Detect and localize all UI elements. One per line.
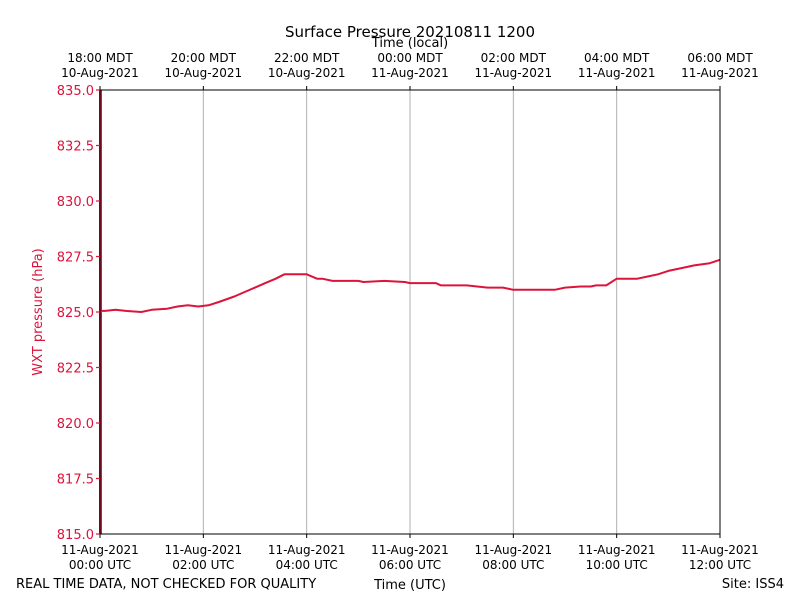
- xtick-top-time-3: 00:00 MDT: [377, 51, 443, 65]
- y-axis: 815.0 817.5 820.0 822.5 825.0 827.5 830.0 832.5…: [57, 84, 100, 543]
- xtick-top-date-5: 11-Aug-2021: [578, 66, 656, 80]
- xtick-top-date-6: 11-Aug-2021: [681, 66, 759, 80]
- ytick-label-6: 830.0: [57, 195, 94, 210]
- site-label: Site: ISS4: [722, 577, 784, 592]
- xtick-top-date-2: 10-Aug-2021: [268, 66, 346, 80]
- xtick-top-time-6: 06:00 MDT: [687, 51, 753, 65]
- xtick-top-time-2: 22:00 MDT: [274, 51, 340, 65]
- gridlines: [202, 90, 618, 534]
- ytick-label-2: 820.0: [57, 417, 94, 432]
- xtick-top-time-5: 04:00 MDT: [584, 51, 650, 65]
- xtick-bottom-date-3: 11-Aug-2021: [371, 543, 449, 557]
- xtick-bottom-date-2: 11-Aug-2021: [268, 543, 346, 557]
- xtick-top-time-1: 20:00 MDT: [171, 51, 237, 65]
- xtick-top-date-1: 10-Aug-2021: [165, 66, 243, 80]
- xtick-bottom-time-4: 08:00 UTC: [482, 558, 544, 572]
- ytick-label-5: 827.5: [57, 251, 94, 266]
- quality-note: REAL TIME DATA, NOT CHECKED FOR QUALITY: [16, 577, 316, 592]
- xtick-bottom-time-3: 06:00 UTC: [379, 558, 441, 572]
- xtick-bottom-date-6: 11-Aug-2021: [681, 543, 759, 557]
- ytick-label-4: 825.0: [57, 306, 94, 321]
- ytick-label-1: 817.5: [57, 473, 94, 488]
- xtick-top-date-3: 11-Aug-2021: [371, 66, 449, 80]
- series-line-0: [100, 258, 721, 313]
- xtick-top-time-0: 18:00 MDT: [67, 51, 133, 65]
- chart-title: Surface Pressure 20210811 1200: [285, 23, 535, 41]
- ytick-label-7: 832.5: [57, 140, 94, 155]
- y-axis-title: WXT pressure (hPa): [31, 248, 46, 376]
- xtick-bottom-time-6: 12:00 UTC: [689, 558, 751, 572]
- xtick-bottom-date-4: 11-Aug-2021: [475, 543, 553, 557]
- xtick-bottom-date-0: 11-Aug-2021: [61, 543, 139, 557]
- xtick-top-date-0: 10-Aug-2021: [61, 66, 139, 80]
- xtick-bottom-time-1: 02:00 UTC: [172, 558, 234, 572]
- xtick-bottom-time-2: 04:00 UTC: [276, 558, 338, 572]
- xtick-bottom-date-5: 11-Aug-2021: [578, 543, 656, 557]
- xtick-bottom-date-1: 11-Aug-2021: [165, 543, 243, 557]
- xtick-bottom-time-5: 10:00 UTC: [586, 558, 648, 572]
- xtick-bottom-time-0: 00:00 UTC: [69, 558, 131, 572]
- xtick-top-date-4: 11-Aug-2021: [475, 66, 553, 80]
- ytick-label-3: 822.5: [57, 362, 94, 377]
- ytick-label-0: 815.0: [57, 528, 94, 543]
- top-axis-title: Time (local): [371, 36, 448, 51]
- ytick-label-8: 835.0: [57, 84, 94, 99]
- xtick-top-time-4: 02:00 MDT: [481, 51, 547, 65]
- bottom-axis-title: Time (UTC): [373, 578, 446, 593]
